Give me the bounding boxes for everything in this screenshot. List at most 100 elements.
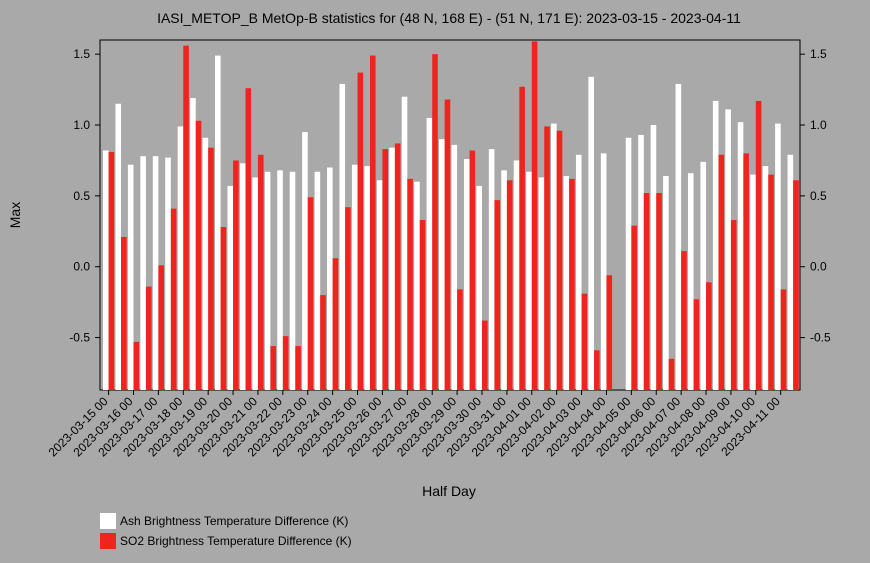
bar-so2 (345, 207, 351, 390)
legend: Ash Brightness Temperature Difference (K… (100, 511, 352, 551)
bar-ash (414, 181, 420, 390)
bar-so2 (270, 346, 276, 390)
y-axis: 1.5 1.5 1.0 1.0 0.5 0.5 0.0 0.0 -0.5 -0.5 (69, 47, 831, 344)
bar-ash (750, 174, 756, 390)
bar-so2 (531, 41, 538, 391)
bar-ash (202, 137, 209, 390)
y-tick-label-right: 1.0 (810, 118, 827, 132)
y-tick-label-right: 0.0 (810, 260, 827, 274)
bar-ash (687, 173, 694, 390)
bar-so2 (407, 178, 413, 390)
bar-ash (551, 123, 557, 390)
bar-so2 (108, 151, 115, 390)
bar-ash (115, 103, 122, 391)
bar-ash (165, 157, 171, 390)
bar-ash (725, 109, 731, 391)
bar-so2 (693, 299, 700, 390)
bar-so2 (481, 320, 488, 390)
bar-so2 (594, 350, 600, 390)
bar-so2 (755, 100, 762, 391)
y-tick-label-right: 1.5 (810, 47, 827, 61)
bar-ash (538, 177, 545, 390)
bar-so2 (743, 153, 749, 390)
bar-ash (152, 156, 159, 390)
bar-so2 (519, 86, 525, 390)
bar-so2 (569, 178, 575, 390)
bar-so2 (469, 150, 476, 390)
bar-ash (389, 147, 395, 390)
bar-ash (439, 139, 445, 390)
bar-ash (277, 170, 283, 390)
bar-so2 (780, 289, 787, 390)
bar-so2 (307, 197, 314, 390)
bar-so2 (133, 341, 140, 390)
bar-ash (588, 76, 595, 390)
legend-swatch-ash (100, 513, 116, 529)
bar-ash (600, 153, 607, 390)
bar-ash (351, 164, 358, 390)
bar-ash (190, 98, 196, 390)
bar-so2 (208, 147, 214, 390)
bar-so2 (220, 227, 227, 390)
bar-ash (227, 185, 234, 390)
bar-ash (327, 167, 333, 390)
bar-so2 (332, 258, 339, 390)
y-tick-label-right: -0.5 (810, 331, 831, 345)
bar-ash (476, 185, 482, 390)
bar-so2 (369, 55, 376, 391)
bar-so2 (718, 154, 725, 390)
bar-so2 (394, 143, 401, 390)
legend-item-ash: Ash Brightness Temperature Difference (K… (100, 511, 352, 531)
legend-label-so2: SO2 Brightness Temperature Difference (K… (120, 534, 352, 548)
bar-so2 (183, 45, 189, 391)
legend-label-ash: Ash Brightness Temperature Difference (K… (120, 514, 349, 528)
bar-ash (563, 176, 570, 390)
bar-ash (252, 177, 258, 390)
bar-ash (675, 83, 682, 391)
bar-ash (177, 126, 184, 390)
y-tick-label-left: 1.5 (73, 47, 90, 61)
bar-ash (215, 55, 221, 391)
bar-ash (625, 137, 632, 390)
bar-ash (426, 117, 433, 390)
bar-so2 (233, 160, 239, 390)
bar-so2 (257, 154, 264, 390)
bar-so2 (295, 346, 301, 390)
bar-ash (526, 171, 532, 390)
bar-ash (451, 144, 458, 390)
bar-ash (302, 132, 308, 391)
bar-so2 (245, 88, 252, 391)
bar-ash (140, 156, 146, 390)
bar-so2 (793, 180, 799, 390)
y-tick-label-left: 0.0 (73, 260, 90, 274)
x-axis-label: Half Day (422, 483, 476, 499)
bar-so2 (195, 120, 202, 391)
bar-ash (787, 154, 794, 390)
chart-title: IASI_METOP_B MetOp-B statistics for (48 … (157, 10, 741, 26)
bar-so2 (631, 225, 637, 390)
y-tick-label-left: -0.5 (69, 331, 90, 345)
y-axis-label: Max (7, 202, 23, 228)
bar-so2 (419, 219, 426, 390)
bar-so2 (457, 289, 463, 390)
bar-ash (488, 149, 495, 390)
y-tick-label-right: 0.5 (810, 189, 827, 203)
bar-ash (513, 160, 520, 390)
bar-ash (712, 100, 719, 391)
bar-so2 (382, 149, 389, 390)
bar-so2 (320, 295, 326, 390)
bar-so2 (606, 275, 613, 390)
bar-ash (463, 159, 470, 390)
bar-so2 (282, 336, 289, 390)
bar-ash (775, 123, 781, 390)
bar-so2 (581, 293, 588, 390)
bar-so2 (494, 200, 501, 390)
bar-ash (737, 122, 744, 390)
bar-ash (364, 166, 370, 390)
bar-so2 (706, 282, 712, 390)
bar-so2 (145, 286, 152, 390)
legend-swatch-so2 (100, 533, 116, 549)
bar-ash (401, 96, 408, 391)
